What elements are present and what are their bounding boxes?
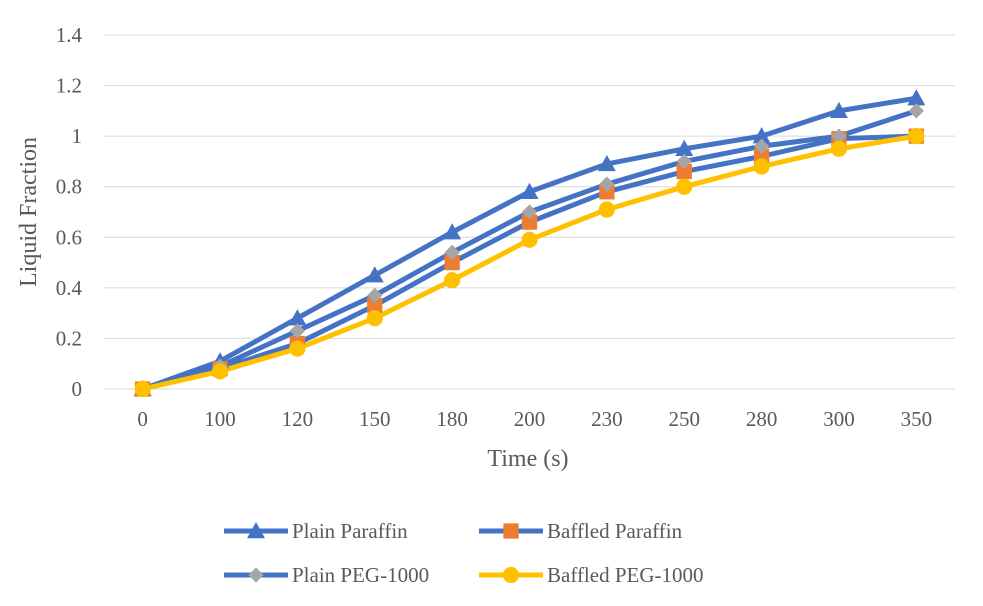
data-point-0 [365,266,384,283]
data-point-3 [908,128,925,145]
y-tick-label: 0.4 [56,276,83,300]
data-point-2 [753,138,770,154]
data-point-2 [367,287,383,304]
legend-swatch-marker [248,567,264,583]
data-point-3 [366,310,383,327]
legend-swatch-marker [502,566,520,584]
series-line-2 [140,108,919,392]
legend-label: Plain Paraffin [292,519,408,543]
data-point-2 [599,176,615,192]
legend-swatch-marker [247,522,265,539]
y-axis-title: Liquid Fraction [16,137,42,287]
data-point-2 [521,204,538,220]
x-tick-label: 0 [137,407,148,431]
data-point-3 [211,363,229,380]
data-point-2 [289,323,306,339]
x-tick-label: 180 [436,407,468,431]
data-point-3 [830,140,848,157]
y-tick-label: 1.4 [56,23,83,47]
legend: Plain Paraffin Baffled Paraffin Plain PEG-… [224,519,704,587]
data-point-2 [831,128,847,144]
x-tick-label: 230 [591,407,623,431]
data-point-2 [908,103,924,119]
data-point-3 [521,231,538,248]
data-point-0 [520,182,539,199]
data-point-0 [443,223,462,240]
data-point-2 [444,244,460,261]
data-point-0 [907,89,926,106]
x-tick-label: 200 [514,407,546,431]
data-point-3 [134,380,151,398]
x-tick-label: 250 [668,407,700,431]
x-tick-label: 100 [204,407,236,431]
data-point-3 [753,158,770,175]
y-tick-label: 0.6 [56,225,82,249]
x-tick-label: 120 [282,407,314,431]
y-tick-label: 0 [72,377,83,401]
data-point-2 [676,153,692,170]
data-point-1 [444,254,460,271]
data-point-3 [598,201,615,218]
data-point-0 [675,139,694,156]
legend-label: Baffled PEG-1000 [547,563,704,587]
data-point-3 [289,340,306,357]
data-point-0 [288,309,307,326]
data-point-3 [444,272,461,289]
x-tick-label: 280 [746,407,778,431]
data-point-1 [521,214,538,230]
legend-label: Plain PEG-1000 [292,563,429,587]
legend-label: Baffled Paraffin [547,519,683,543]
legend-swatch-marker [503,523,519,539]
data-point-1 [676,163,692,180]
y-tick-labels: 0 0.2 0.4 0.6 0.8 1 1.2 1.4 [56,23,83,401]
x-tick-label: 300 [823,407,855,431]
x-tick-label: 150 [359,407,391,431]
y-tick-label: 1.2 [56,74,82,98]
y-tick-label: 0.8 [56,175,82,199]
data-point-0 [829,101,848,119]
x-tick-label: 350 [901,407,933,431]
series-markers [133,89,926,398]
data-point-3 [676,178,693,195]
y-tick-label: 0.2 [56,326,82,350]
data-point-0 [752,127,771,144]
x-axis-title: Time (s) [487,446,568,472]
x-tick-labels: 0 100 120 150 180 200 230 250 280 300 350 [137,407,932,431]
y-tick-label: 1 [72,124,83,148]
data-point-1 [367,297,383,314]
data-point-0 [597,154,616,172]
